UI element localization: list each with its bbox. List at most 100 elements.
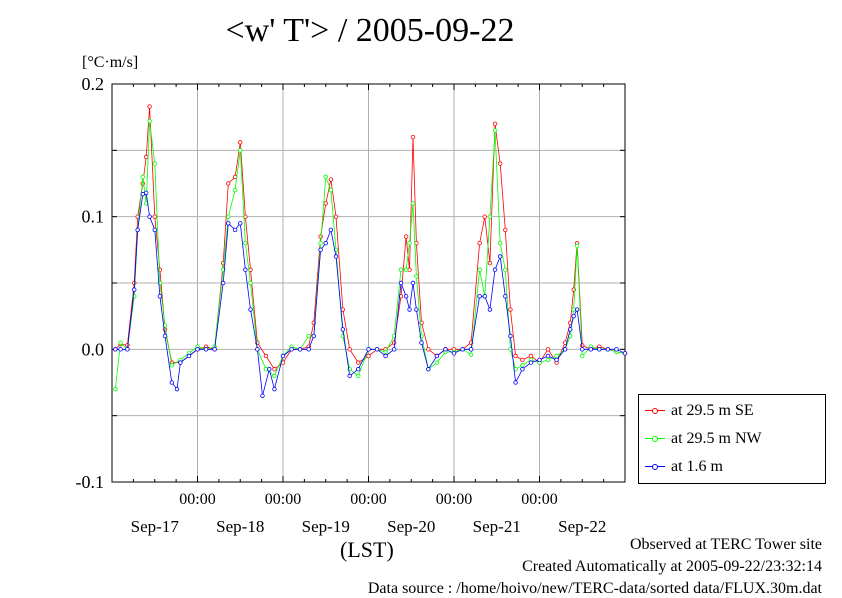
data-point-series-1 [328, 187, 334, 193]
data-point-series-2 [520, 367, 525, 372]
legend-marker-se [645, 405, 665, 417]
data-point-series-1 [403, 267, 409, 272]
legend-label-1-6m: at 1.6 m [671, 458, 723, 475]
data-point-series-0 [403, 234, 409, 239]
data-point-series-1 [383, 349, 388, 355]
data-point-series-2 [220, 280, 226, 286]
data-point-series-2 [238, 221, 243, 226]
data-point-series-0 [318, 234, 323, 239]
data-point-series-2 [135, 227, 140, 233]
data-point-series-1 [140, 174, 145, 180]
y-tick-label: 0.2 [82, 74, 105, 94]
data-point-series-2 [451, 351, 457, 356]
data-point-series-0 [323, 201, 328, 206]
data-point-series-2 [186, 353, 192, 359]
legend-label-nw: at 29.5 m NW [671, 430, 762, 447]
legend-marker-nw [645, 433, 665, 445]
data-point-series-2 [588, 347, 593, 352]
y-tick-label: 0.0 [82, 339, 105, 359]
data-point-series-2 [226, 221, 231, 226]
x-tick-label: 00:00 [350, 491, 386, 508]
data-point-series-2 [260, 393, 265, 398]
data-point-series-0 [143, 154, 149, 160]
data-point-series-2 [403, 294, 409, 299]
data-point-series-0 [272, 367, 277, 372]
x-date-label: Sep-22 [558, 517, 606, 536]
data-point-series-1 [113, 386, 118, 392]
data-point-series-2 [195, 347, 200, 352]
data-point-series-2 [434, 353, 440, 359]
data-point-series-1 [272, 373, 277, 379]
data-point-series-2 [562, 347, 568, 352]
data-point-series-2 [537, 357, 542, 363]
data-point-series-2 [169, 380, 175, 385]
data-point-series-1 [574, 243, 580, 249]
x-tick-label: 00:00 [436, 491, 472, 508]
data-point-series-1 [243, 240, 248, 246]
x-date-label: Sep-20 [387, 517, 435, 536]
data-point-series-2 [503, 294, 508, 299]
data-point-series-0 [492, 121, 498, 126]
data-point-series-2 [272, 386, 277, 392]
data-point-series-2 [554, 357, 559, 363]
legend-item-se: at 29.5 m SE [645, 401, 754, 421]
data-point-series-2 [605, 347, 611, 352]
data-point-series-1 [545, 357, 551, 363]
data-point-series-1 [492, 128, 498, 133]
data-point-series-2 [318, 247, 323, 253]
data-point-series-0 [340, 307, 346, 312]
data-point-series-1 [554, 353, 559, 359]
data-point-series-1 [226, 214, 231, 219]
y-axis-unit-label: [°C·m/s] [82, 54, 139, 71]
data-point-series-0 [147, 104, 152, 109]
data-point-series-1 [318, 240, 323, 246]
data-point-series-1 [503, 267, 508, 272]
data-point-series-2 [614, 347, 619, 352]
data-point-series-2 [571, 313, 576, 319]
data-point-series-2 [460, 347, 465, 352]
data-point-series-2 [143, 190, 149, 195]
data-point-series-2 [297, 347, 303, 352]
data-point-series-2 [574, 307, 580, 312]
data-point-series-2 [508, 333, 513, 339]
data-point-series-2 [597, 347, 602, 352]
data-point-series-0 [410, 134, 416, 140]
data-point-series-2 [203, 347, 209, 352]
data-point-series-2 [580, 347, 585, 352]
data-point-series-1 [232, 187, 238, 193]
data-point-series-1 [414, 274, 419, 279]
legend-item-nw: at 29.5 m NW [645, 429, 762, 449]
data-point-series-1 [323, 174, 328, 180]
legend-marker-1-6m [645, 461, 665, 473]
data-point-series-1 [398, 267, 404, 272]
data-point-series-2 [118, 347, 123, 352]
data-point-series-2 [443, 347, 448, 352]
y-tick-label: 0.1 [82, 207, 105, 227]
data-point-series-2 [492, 267, 498, 272]
data-point-series-1 [477, 267, 482, 272]
data-point-series-0 [366, 353, 371, 359]
data-point-series-2 [407, 307, 412, 312]
data-point-series-2 [267, 367, 272, 372]
data-point-series-0 [226, 181, 231, 186]
x-tick-label: 00:00 [179, 491, 215, 508]
x-axis-label: (LST) [340, 537, 394, 562]
data-point-series-0 [497, 161, 503, 166]
data-point-series-2 [426, 367, 431, 372]
data-point-series-2 [178, 360, 183, 365]
data-point-series-2 [366, 347, 371, 352]
data-point-series-2 [147, 214, 152, 219]
data-point-series-0 [520, 357, 525, 363]
data-point-series-2 [391, 347, 397, 352]
data-point-series-2 [398, 280, 404, 286]
data-point-series-0 [263, 353, 269, 359]
data-point-series-1 [152, 161, 157, 166]
data-point-series-2 [333, 254, 339, 259]
data-point-series-0 [528, 353, 534, 359]
data-point-series-0 [333, 214, 339, 219]
data-point-series-2 [157, 294, 163, 299]
data-point-series-2 [306, 347, 311, 352]
y-tick-label: -0.1 [76, 472, 105, 492]
x-date-label: Sep-17 [131, 517, 180, 536]
